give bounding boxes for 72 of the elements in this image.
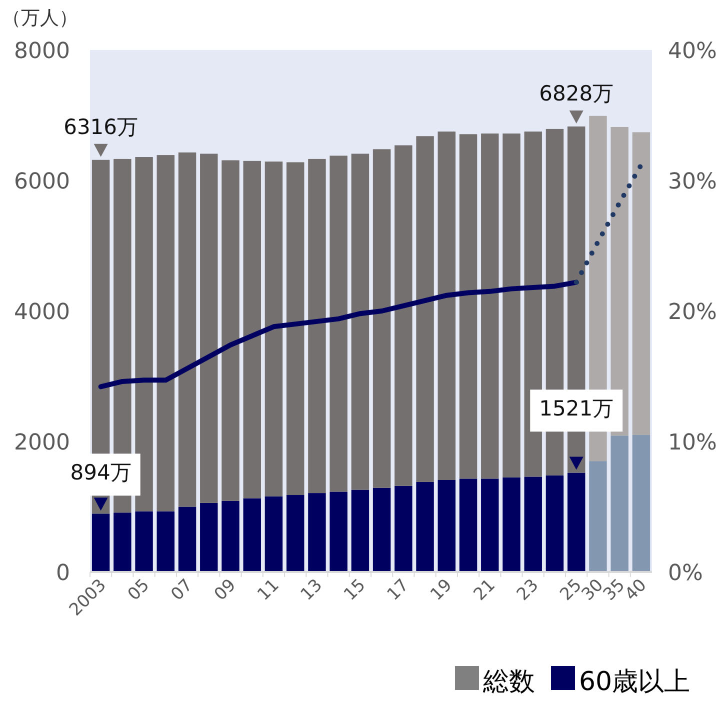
legend-label: 総数 <box>482 667 535 697</box>
bar <box>222 500 240 572</box>
bar <box>330 492 348 572</box>
bar <box>502 477 520 572</box>
bar <box>178 506 196 572</box>
x-tick-label: 23 <box>513 575 543 605</box>
x-tick-label: 05 <box>124 575 154 605</box>
bar <box>351 154 370 490</box>
bar <box>459 134 478 479</box>
bar <box>156 155 175 512</box>
x-tick-label: 17 <box>384 575 413 605</box>
x-tick-label: 11 <box>254 575 284 605</box>
bar <box>438 132 456 480</box>
y2-tick-label: 40% <box>668 39 717 64</box>
bar <box>308 158 326 494</box>
y-tick-label: 4000 <box>14 300 70 325</box>
data-label: 1521万 <box>539 396 614 421</box>
bar <box>567 472 586 572</box>
bar <box>330 156 348 492</box>
y2-tick-label: 0% <box>668 561 703 586</box>
bar <box>610 436 628 572</box>
bar <box>200 502 218 572</box>
bar <box>416 482 434 572</box>
x-tick-label: 09 <box>210 575 240 605</box>
bar <box>243 498 261 572</box>
bar <box>200 154 218 503</box>
bar <box>546 475 564 572</box>
y-tick-label: 6000 <box>14 170 70 194</box>
bar <box>438 480 456 572</box>
x-tick-label: 07 <box>167 575 197 605</box>
bar <box>222 160 240 501</box>
bar <box>481 478 499 572</box>
x-tick-label: 19 <box>426 575 456 605</box>
total-label: 6828万 <box>539 81 614 106</box>
bar <box>264 162 283 496</box>
bar <box>372 488 391 572</box>
bar <box>589 461 607 572</box>
y2-tick-label: 20% <box>668 300 717 325</box>
bar <box>286 495 304 572</box>
y-tick-label: 0 <box>56 561 70 586</box>
bar <box>114 512 132 572</box>
bar <box>308 493 326 572</box>
y-tick-label: 8000 <box>14 39 70 64</box>
bar <box>459 478 478 572</box>
bar <box>632 434 650 572</box>
bar <box>243 160 261 498</box>
bar <box>351 490 370 572</box>
bar <box>394 145 412 486</box>
y-axis-title: （万人） <box>2 7 78 29</box>
bar <box>632 132 650 435</box>
y2-tick-label: 30% <box>668 170 717 194</box>
bar <box>394 486 412 572</box>
bar <box>502 134 520 478</box>
bar <box>178 152 196 507</box>
bar <box>372 149 391 488</box>
total-label: 6316万 <box>64 114 138 139</box>
bar <box>135 157 153 512</box>
bar <box>416 136 434 482</box>
y2-tick-label: 10% <box>668 430 717 456</box>
data-label: 894万 <box>70 460 132 485</box>
bar <box>156 511 175 572</box>
x-tick-label: 21 <box>470 575 500 605</box>
bar <box>92 514 110 572</box>
x-tick-label: 13 <box>297 575 326 605</box>
legend-label: 60歳以上 <box>579 667 690 697</box>
bar <box>135 511 153 572</box>
y-tick-label: 2000 <box>14 430 70 456</box>
bar <box>286 162 304 496</box>
bar <box>524 476 542 572</box>
x-tick-label: 15 <box>340 575 370 605</box>
bar <box>264 496 283 572</box>
bar <box>481 134 499 479</box>
